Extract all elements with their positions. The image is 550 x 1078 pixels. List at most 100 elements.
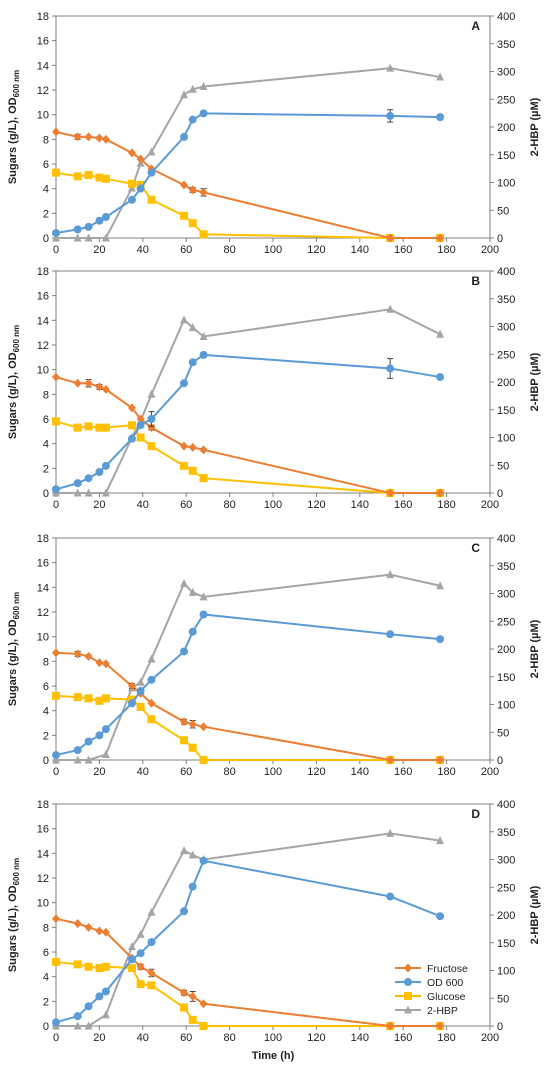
x-tick-label: 120 <box>307 766 325 778</box>
data-point <box>95 731 104 740</box>
x-tick-label: 200 <box>481 766 499 778</box>
y-tick-label: 14 <box>37 582 49 594</box>
series-glucose <box>52 957 445 1030</box>
y-tick-label: 14 <box>37 848 49 860</box>
panel-letter: C <box>471 541 480 555</box>
y-tick-label: 0 <box>43 233 49 245</box>
y-tick-label: 18 <box>37 799 49 811</box>
x-tick-label: 100 <box>264 499 282 511</box>
data-point <box>127 179 136 188</box>
y2-tick-label: 400 <box>497 266 515 278</box>
data-point <box>73 693 82 702</box>
data-point <box>386 304 395 313</box>
y-tick-label: 14 <box>37 315 49 327</box>
series-glucose <box>52 691 445 764</box>
legend: Fructose OD 600 Glucose 2-HBP <box>395 963 468 1017</box>
data-point <box>127 681 136 691</box>
x-tick-label: 160 <box>394 499 412 511</box>
y-tick-label: 6 <box>43 159 49 171</box>
data-point <box>188 358 197 367</box>
series-line <box>56 308 441 494</box>
data-point <box>180 379 189 388</box>
data-point <box>52 755 60 764</box>
y-tick-label: 10 <box>37 898 49 910</box>
y2-tick-label: 200 <box>497 644 515 656</box>
data-point <box>52 914 60 924</box>
plot-frame <box>55 803 491 1027</box>
data-point <box>188 84 197 93</box>
x-tick-label: 20 <box>93 499 105 511</box>
x-tick-label: 20 <box>93 1032 105 1044</box>
x-tick-label: 80 <box>223 766 235 778</box>
legend-label: 2-HBP <box>427 1005 458 1017</box>
data-point <box>101 233 110 242</box>
y-axis-title-main: Sugars (g/L), OD <box>7 352 19 439</box>
data-point <box>199 592 208 601</box>
y-tick-label: 10 <box>37 110 49 122</box>
data-point <box>188 185 197 195</box>
data-point <box>101 461 110 470</box>
series-2-hbp <box>52 304 445 497</box>
x-tick-label: 140 <box>351 499 369 511</box>
series-glucose <box>52 417 445 497</box>
series-line <box>55 651 441 761</box>
data-point <box>436 488 445 498</box>
data-point <box>386 755 395 765</box>
data-point <box>52 168 60 177</box>
y-axis-title: Sugars (g/L), OD600 nm <box>7 325 21 439</box>
data-point <box>436 1021 445 1031</box>
y-tick-label: 2 <box>43 208 49 220</box>
data-point <box>199 331 208 340</box>
y2-tick-label: 250 <box>497 94 515 106</box>
y-tick-label: 6 <box>43 681 49 693</box>
series-od-600 <box>52 350 445 494</box>
series-fructose <box>52 372 445 498</box>
data-point <box>95 133 104 143</box>
data-point <box>199 756 208 764</box>
data-point <box>147 423 156 433</box>
x-tick-label: 60 <box>180 244 192 256</box>
data-point <box>188 719 197 729</box>
data-point <box>95 216 104 225</box>
series-fructose <box>52 648 445 765</box>
data-point <box>52 1018 60 1027</box>
plot-frame <box>55 537 491 761</box>
data-point <box>199 610 208 619</box>
series-fructose <box>52 127 445 243</box>
x-tick-label: 140 <box>351 1032 369 1044</box>
data-point <box>188 323 197 332</box>
x-tick-label: 40 <box>137 766 149 778</box>
data-point <box>84 422 93 431</box>
data-point <box>436 113 445 122</box>
panel-letter: B <box>471 274 480 288</box>
y2-tick-label: 250 <box>497 882 515 894</box>
y-axis-title-subscript: 600 nm <box>12 858 21 886</box>
data-point <box>188 466 197 475</box>
data-point <box>95 423 104 432</box>
chart-panel-d: 0 20 40 60 80 100 120 140 160 180 2000246810121416… <box>7 799 541 1062</box>
y-axis-title-main: Sugars (g/L), OD <box>7 97 19 184</box>
data-point <box>101 213 110 222</box>
data-point <box>147 715 156 724</box>
series-2-hbp <box>52 63 445 242</box>
y-axis-title-main: Sugars (g/L), OD <box>7 885 19 972</box>
data-point <box>436 373 445 382</box>
x-tick-label: 60 <box>180 766 192 778</box>
y2-tick-label: 150 <box>497 150 515 162</box>
data-point <box>199 350 208 359</box>
data-point <box>386 488 395 498</box>
data-point <box>188 627 197 636</box>
data-point <box>84 962 93 971</box>
data-point <box>188 442 197 452</box>
series-glucose <box>52 168 445 242</box>
x-axis-title: Time (h) <box>252 1050 295 1062</box>
data-point <box>127 421 136 430</box>
x-tick-label: 200 <box>481 1032 499 1044</box>
y-tick-label: 18 <box>37 266 49 278</box>
data-point <box>199 109 208 118</box>
x-tick-label: 80 <box>223 499 235 511</box>
x-tick-label: 40 <box>137 244 149 256</box>
y-tick-label: 16 <box>37 291 49 303</box>
y2-tick-label: 100 <box>497 433 515 445</box>
series-line <box>56 573 441 761</box>
